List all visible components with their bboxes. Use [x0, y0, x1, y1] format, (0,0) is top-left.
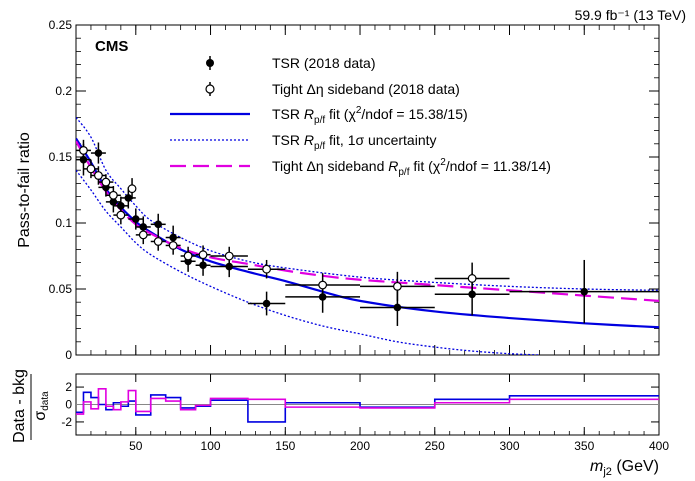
data-point-tsr	[199, 261, 207, 270]
data-point-sideband	[392, 281, 402, 291]
data-point-sideband	[224, 251, 234, 261]
pull-histogram-tsr_pull	[76, 391, 659, 423]
data-point-sideband	[86, 164, 96, 174]
data-point-sideband	[94, 171, 103, 180]
pull-histogram-sb_pull	[76, 388, 659, 415]
y-tick-label: 0	[65, 348, 72, 362]
legend-sideband-marker	[205, 84, 215, 94]
legend-tsr-unc-label: TSR Rp/f fit, 1σ uncertainty	[272, 132, 437, 152]
x-tick-label: 250	[425, 439, 445, 453]
pull-y-tick-label: 0	[65, 398, 72, 412]
x-tick-label: 50	[129, 439, 143, 453]
data-point-sideband	[467, 274, 477, 283]
x-axis-title: mj2 (GeV)	[590, 458, 659, 478]
x-tick-label: 100	[201, 439, 221, 453]
data-point-tsr	[262, 299, 271, 308]
data-point-sideband	[198, 250, 208, 260]
main-plot-area	[76, 117, 659, 355]
y-tick-label: 0.15	[49, 150, 73, 164]
data-point-sideband	[79, 145, 88, 155]
legend-tsr-marker	[206, 59, 214, 67]
luminosity-label: 59.9 fb⁻¹ (13 TeV)	[575, 7, 686, 23]
y-tick-label: 0.25	[49, 18, 73, 32]
main-axis-ticks: 0 0.05 0.1 0.15 0.2 0.25	[49, 18, 660, 362]
pull-y-axis-title: Data - bkg σdata	[11, 369, 51, 443]
data-point-sideband	[138, 230, 148, 240]
svg-text:σdata: σdata	[32, 391, 51, 421]
x-tick-label: 300	[499, 439, 519, 453]
data-point-tsr	[225, 262, 234, 271]
fit-curve-tsr_unc_down	[76, 169, 540, 355]
x-tick-label: 400	[649, 439, 669, 453]
y-tick-label: 0.1	[55, 216, 72, 230]
data-point-tsr	[124, 194, 133, 202]
data-point-sideband	[262, 264, 271, 274]
data-point-tsr	[393, 303, 402, 312]
data-point-sideband	[127, 184, 137, 194]
x-tick-label: 200	[350, 439, 370, 453]
data-point-sideband	[318, 280, 328, 290]
main-plot-frame	[75, 24, 660, 356]
data-point-sideband	[108, 190, 118, 200]
x-tick-label: 350	[574, 439, 594, 453]
legend-sideband-label: Tight Δη sideband (2018 data)	[272, 81, 460, 97]
data-point-sideband	[153, 237, 163, 246]
x-tick-label: 150	[275, 439, 295, 453]
legend: TSR (2018 data) Tight Δη sideband (2018 …	[170, 55, 551, 178]
svg-text:Data - bkg: Data - bkg	[11, 369, 28, 443]
legend-tsr-label: TSR (2018 data)	[272, 55, 376, 71]
pull-y-tick-label: 2	[65, 380, 72, 394]
data-point-tsr	[318, 293, 327, 301]
legend-tsr-fit-label: TSR Rp/f fit (χ2/ndof = 15.38/15)	[272, 105, 468, 126]
experiment-label: CMS	[95, 38, 128, 55]
pull-y-tick-label: -2	[61, 415, 72, 429]
data-point-sideband	[183, 251, 193, 261]
data-point-sideband	[168, 241, 178, 250]
data-point-tsr	[154, 220, 163, 229]
pull-plot-area	[76, 388, 659, 423]
data-point-tsr	[131, 215, 140, 223]
data-point-tsr	[94, 149, 103, 157]
y-tick-label: 0.05	[49, 282, 73, 296]
data-point-tsr	[580, 287, 589, 296]
data-point-sideband	[116, 210, 126, 220]
data-point-tsr	[468, 290, 476, 299]
y-axis-title: Pass-to-fail ratio	[16, 132, 33, 248]
data-point-sideband	[101, 177, 111, 187]
legend-sb-fit-label: Tight Δη sideband Rp/f fit (χ2/ndof = 11…	[272, 157, 551, 178]
y-tick-label: 0.2	[55, 84, 72, 98]
